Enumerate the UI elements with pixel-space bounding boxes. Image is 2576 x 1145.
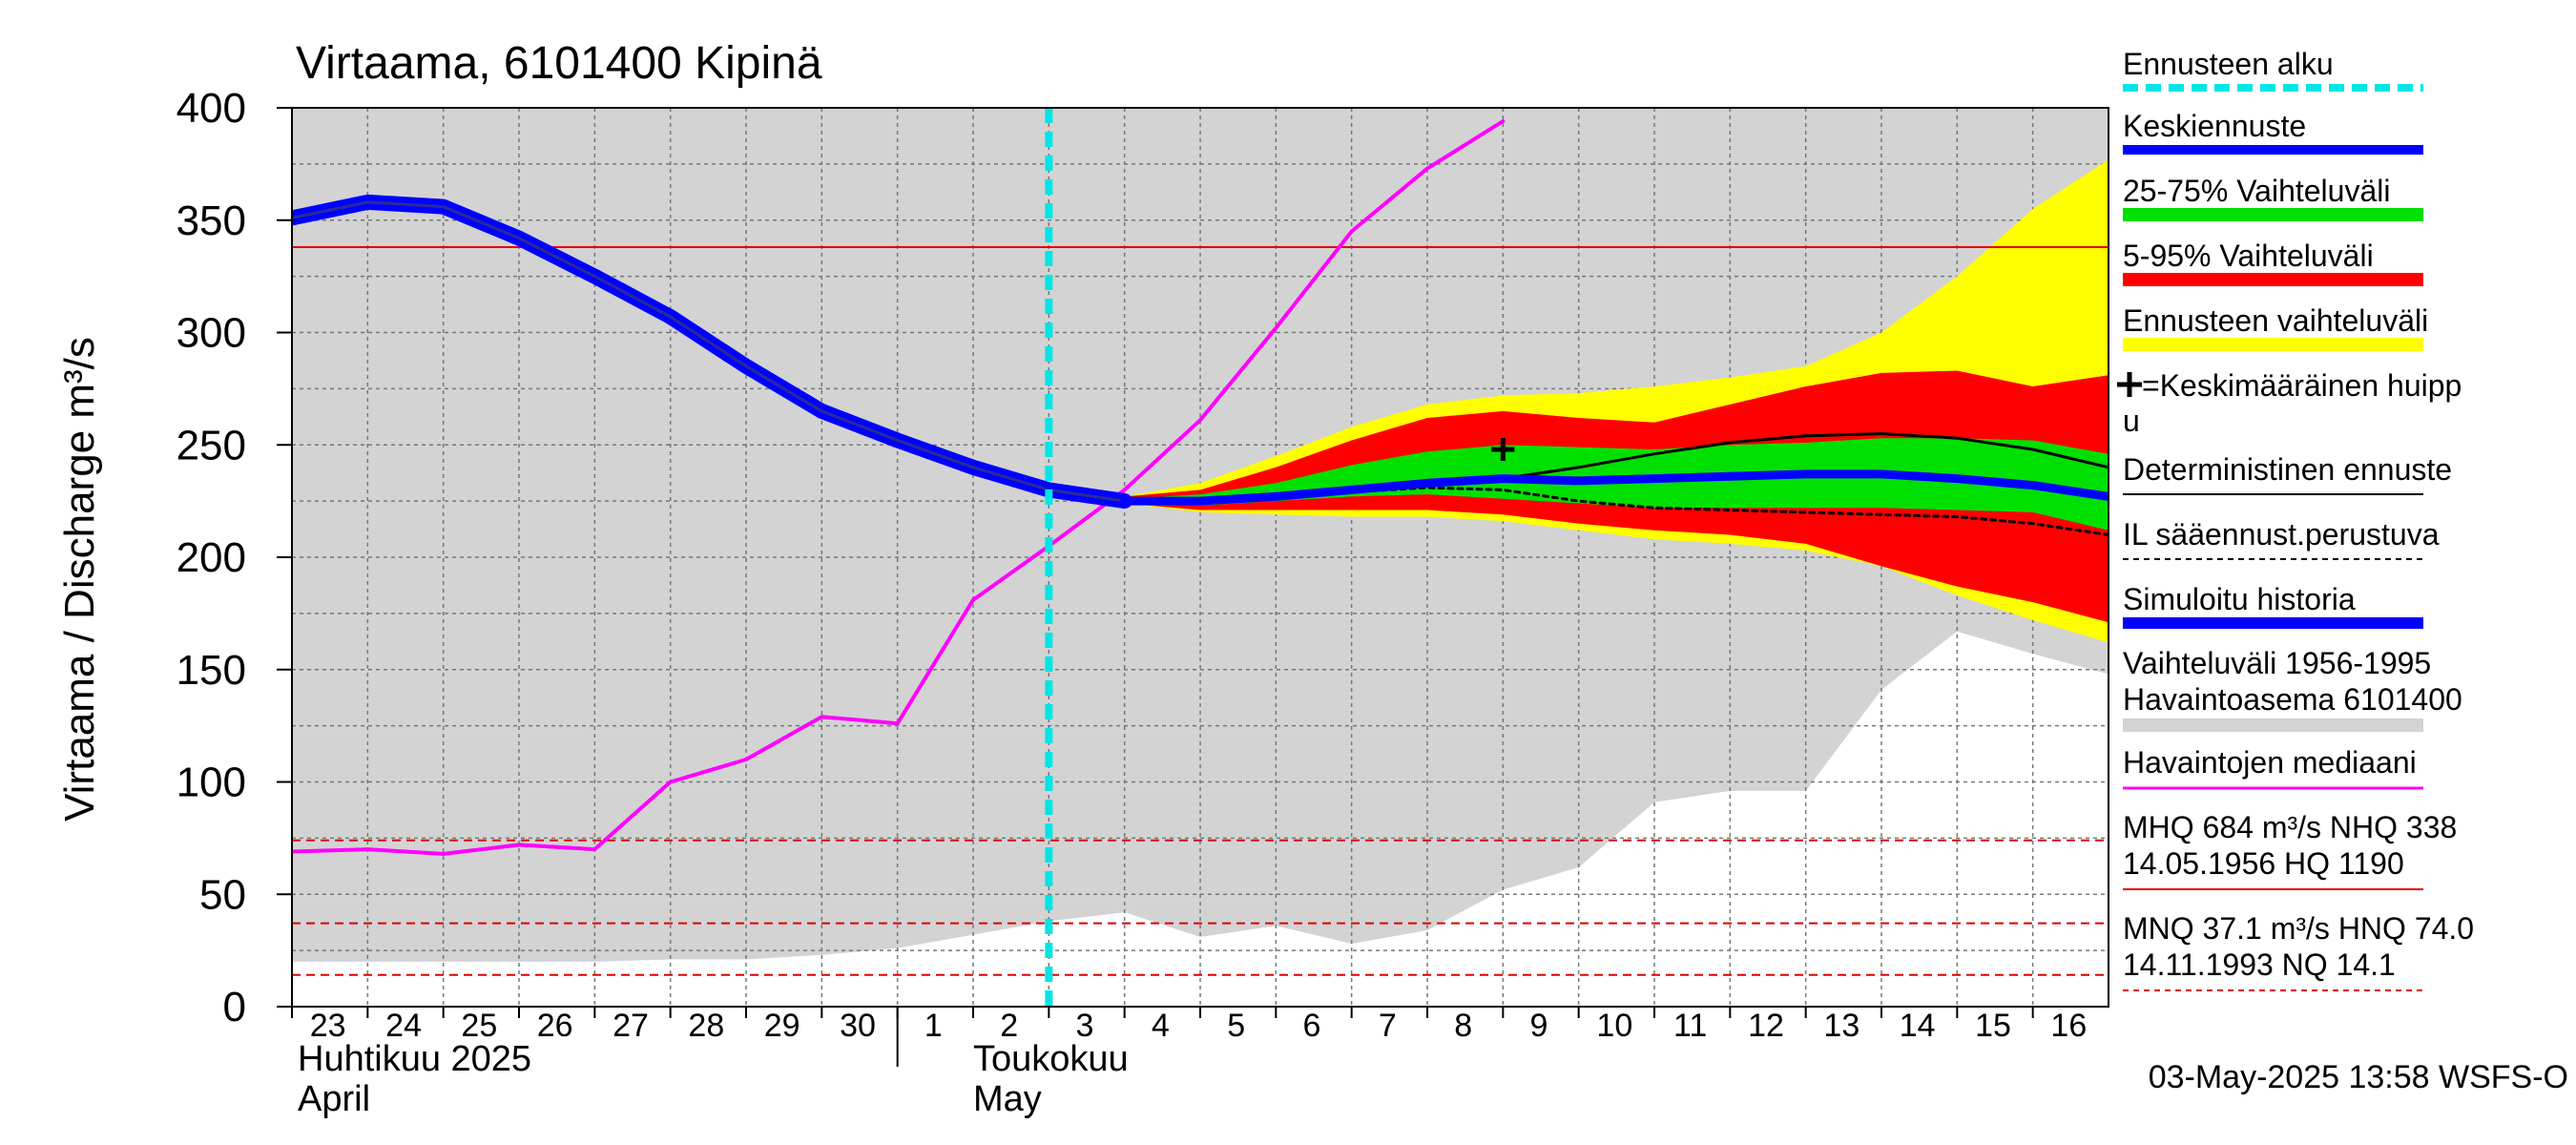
x-tick-label: 3 <box>1076 1008 1094 1044</box>
x-tick-label: 2 <box>1000 1008 1018 1044</box>
y-tick-label: 200 <box>177 534 246 581</box>
x-tick-label: 26 <box>537 1008 573 1044</box>
legend-label-forecast-start: Ennusteen alku <box>2123 47 2334 81</box>
p25-75-band <box>1124 438 2109 531</box>
x-tick-label: 30 <box>840 1008 876 1044</box>
legend-label-mhq-1: MHQ 684 m³/s NHQ 338 <box>2123 810 2457 844</box>
legend-label-forecast-range: Ennusteen vaihteluväli <box>2123 303 2428 338</box>
y-tick-label: 0 <box>223 984 246 1030</box>
legend-label-mean-forecast: Keskiennuste <box>2123 109 2306 143</box>
x-tick-label: 29 <box>764 1008 800 1044</box>
x-tick-label: 7 <box>1379 1008 1397 1044</box>
x-tick-label: 23 <box>310 1008 346 1044</box>
simulated-history-core <box>292 200 1127 503</box>
x-tick-label: 12 <box>1748 1008 1784 1044</box>
legend-label-mnq-1: MNQ 37.1 m³/s HNQ 74.0 <box>2123 911 2474 946</box>
y-tick-label: 400 <box>177 85 246 132</box>
plot-area <box>292 108 2109 1007</box>
legend-swatch-mean-peak <box>2117 372 2142 397</box>
x-tick-label: 15 <box>1975 1008 2011 1044</box>
legend-label-median: Havaintojen mediaani <box>2123 745 2417 780</box>
month-label-may-fi: Toukokuu <box>973 1039 1129 1079</box>
x-tick-label: 9 <box>1530 1008 1548 1044</box>
x-tick-label: 8 <box>1454 1008 1472 1044</box>
legend-label-mean-peak-2: u <box>2123 404 2140 438</box>
mean-forecast-line <box>1120 469 2109 506</box>
plot-content <box>292 108 2109 1007</box>
y-tick-label: 300 <box>177 310 246 357</box>
y-tick-label: 350 <box>177 198 246 244</box>
legend-label-mhq-2: 14.05.1956 HQ 1190 <box>2123 846 2404 881</box>
y-tick-label: 250 <box>177 422 246 468</box>
x-tick-label: 10 <box>1596 1008 1632 1044</box>
legend-label-deterministic: Deterministinen ennuste <box>2123 452 2452 487</box>
y-axis-label: Virtaama / Discharge m³/s <box>56 337 103 822</box>
x-tick-label: 5 <box>1227 1008 1245 1044</box>
x-tick-label: 28 <box>688 1008 724 1044</box>
chart-title: Virtaama, 6101400 Kipinä <box>296 38 822 89</box>
mean-peak-marker <box>1491 437 1515 461</box>
x-tick-label: 25 <box>461 1008 497 1044</box>
x-tick-label: 13 <box>1823 1008 1859 1044</box>
legend-label-mean-peak-1: =Keskimääräinen huipp <box>2142 368 2462 403</box>
month-label-april-fi: Huhtikuu 2025 <box>298 1039 531 1079</box>
y-tick-label: 50 <box>199 871 246 918</box>
historical-range-band <box>292 108 2109 962</box>
x-tick-label: 1 <box>924 1008 943 1044</box>
x-tick-label: 14 <box>1900 1008 1936 1044</box>
legend-label-p25-75: 25-75% Vaihteluväli <box>2123 174 2390 208</box>
legend-label-range-1: Vaihteluväli 1956-1995 <box>2123 646 2431 680</box>
x-tick-label: 16 <box>2050 1008 2087 1044</box>
legend-label-range-2: Havaintoasema 6101400 <box>2123 682 2462 717</box>
legend-label-simulated: Simuloitu historia <box>2123 582 2356 616</box>
month-label-may-en: May <box>973 1079 1042 1119</box>
y-tick-label: 150 <box>177 647 246 694</box>
x-tick-label: 4 <box>1152 1008 1170 1044</box>
y-tick-label: 100 <box>177 760 246 806</box>
x-tick-label: 11 <box>1673 1008 1707 1044</box>
legend-label-il: IL sääennust.perustuva <box>2123 517 2440 552</box>
legend-label-mnq-2: 14.11.1993 NQ 14.1 <box>2123 947 2396 982</box>
x-tick-label: 6 <box>1303 1008 1321 1044</box>
month-label-april-en: April <box>298 1079 370 1119</box>
x-tick-label: 27 <box>613 1008 649 1044</box>
legend-label-p5-95: 5-95% Vaihteluväli <box>2123 239 2374 273</box>
legend: Ennusteen alku Keskiennuste 25-75% Vaihtel… <box>2117 47 2474 991</box>
timestamp: 03-May-2025 13:58 WSFS-O <box>2149 1059 2568 1095</box>
x-tick-label: 24 <box>385 1008 422 1044</box>
observed-median-line <box>292 119 1506 856</box>
